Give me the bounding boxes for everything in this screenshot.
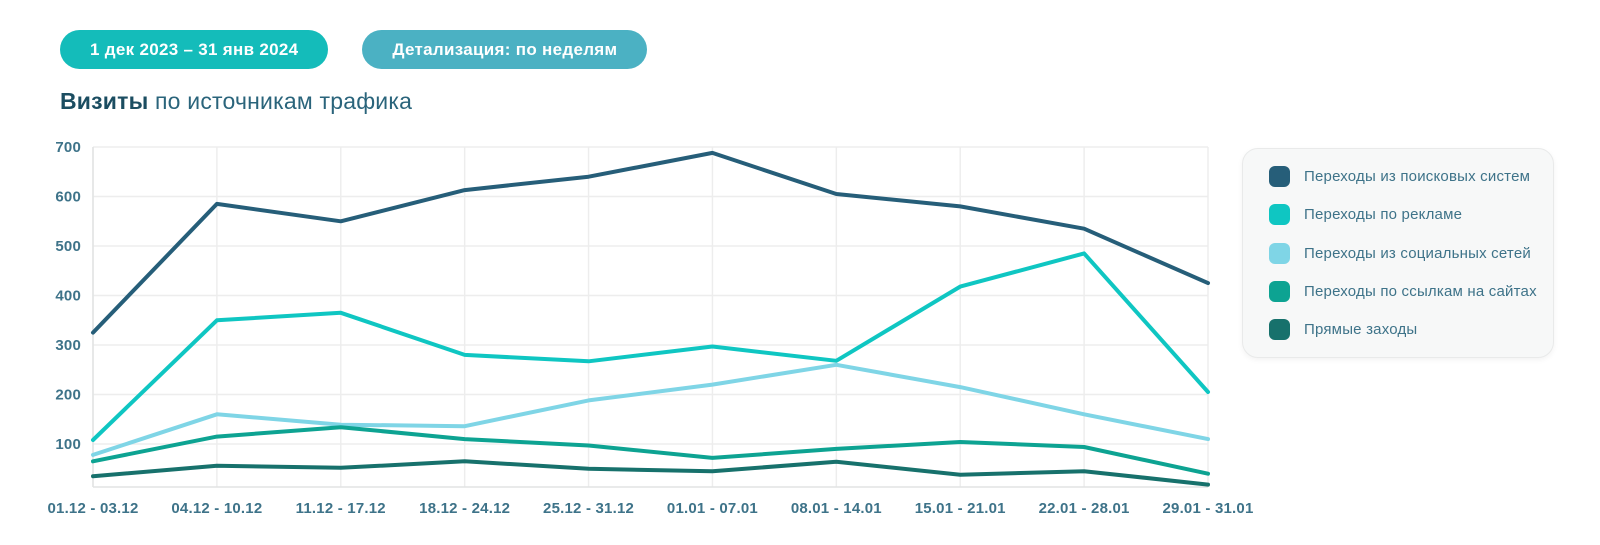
x-axis-tick-label: 18.12 - 24.12 [419,500,510,517]
legend-label-search-engines: Переходы из поисковых систем [1304,168,1531,185]
legend-item-direct[interactable]: Прямые заходы [1269,319,1537,340]
filter-chips: 1 дек 2023 – 31 янв 2024 Детализация: по… [60,30,648,69]
chart-legend: Переходы из поисковых систем Переходы по… [1242,148,1554,358]
legend-swatch-social [1269,242,1290,264]
legend-item-site-links[interactable]: Переходы по ссылкам на сайтах [1269,280,1537,302]
visits-line-chart: 100 200 300 400 500 600 700 01.12 - 03.12 04.12 … [47,139,1253,517]
granularity-chip[interactable]: Детализация: по неделям [362,30,648,69]
series-line-1 [91,251,1210,442]
x-axis-tick-label: 29.01 - 31.01 [1162,500,1253,517]
x-axis-tick-label: 22.01 - 28.01 [1039,500,1130,517]
title-rest: по источникам трафика [155,88,413,114]
x-axis-tick-label: 11.12 - 17.12 [296,500,386,517]
y-axis-tick-label: 700 [55,139,81,156]
y-axis-tick-label: 500 [55,238,81,255]
y-axis-tick-label: 200 [55,387,81,404]
x-axis-tick-label: 08.01 - 14.01 [791,500,882,517]
legend-item-social[interactable]: Переходы из социальных сетей [1269,242,1537,264]
x-axis-tick-label: 01.01 - 07.01 [667,500,758,517]
legend-label-direct: Прямые заходы [1304,321,1418,338]
x-axis-tick-label: 01.12 - 03.12 [47,500,138,517]
x-axis-tick-label: 04.12 - 10.12 [171,500,262,517]
y-axis-tick-label: 600 [55,189,81,206]
y-axis-tick-label: 400 [55,288,81,305]
x-axis-tick-label: 25.12 - 31.12 [543,500,634,517]
y-axis-tick-label: 300 [55,337,81,354]
legend-label-ads: Переходы по рекламе [1304,206,1463,224]
page-title: Визиты по источникам трафика [60,88,412,115]
legend-label-site-links: Переходы по ссылкам на сайтах [1304,282,1537,300]
legend-swatch-direct [1269,319,1290,340]
series-line-2 [91,362,1210,457]
series-line-4 [91,459,1210,487]
title-bold: Визиты [60,88,149,114]
legend-swatch-search-engines [1269,166,1290,187]
legend-swatch-site-links [1269,280,1290,302]
y-axis-tick-label: 100 [55,436,81,453]
legend-label-social: Переходы из социальных сетей [1304,244,1531,262]
legend-swatch-ads [1269,204,1290,226]
series-line-3 [91,425,1210,476]
x-axis-tick-label: 15.01 - 21.01 [915,500,1006,517]
legend-item-ads[interactable]: Переходы по рекламе [1269,204,1537,226]
series-line-0 [91,150,1210,335]
legend-item-search-engines[interactable]: Переходы из поисковых систем [1269,166,1537,187]
date-range-chip[interactable]: 1 дек 2023 – 31 янв 2024 [60,30,329,69]
